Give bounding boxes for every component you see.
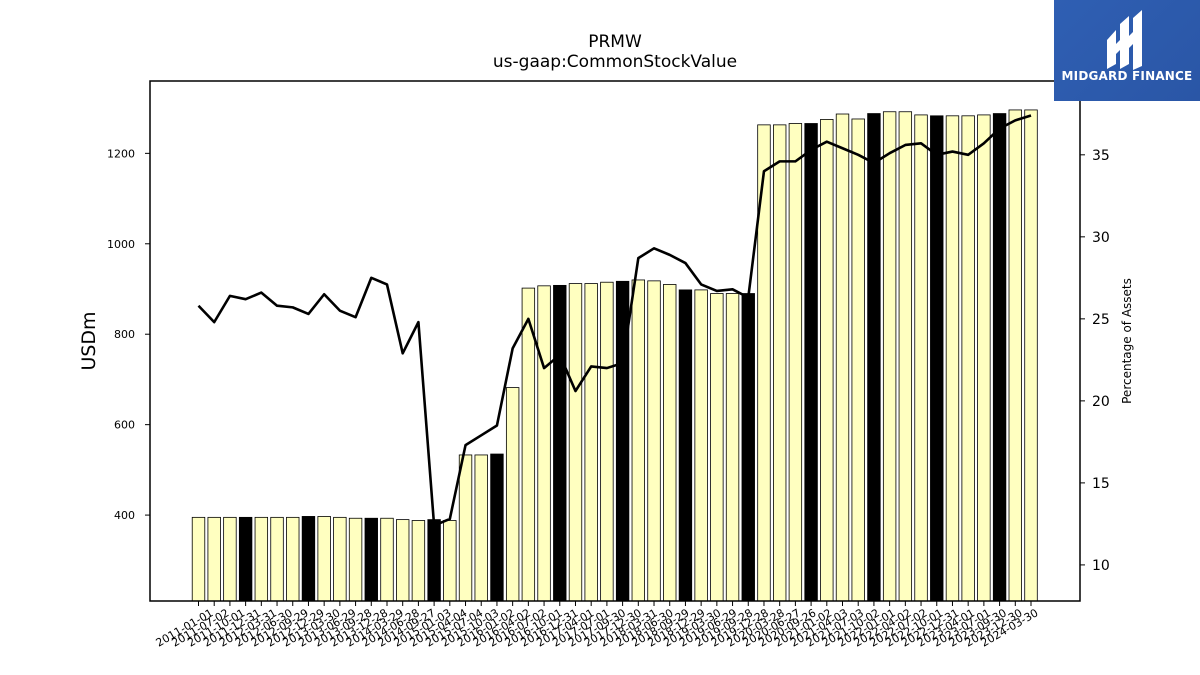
bar <box>286 516 300 602</box>
bar <box>992 113 1007 602</box>
bar <box>333 516 347 602</box>
bar <box>254 516 269 602</box>
bar <box>238 516 253 602</box>
bar <box>584 283 598 602</box>
bar <box>1024 109 1038 602</box>
bar <box>898 111 913 602</box>
bar <box>851 118 865 602</box>
bar <box>505 387 520 602</box>
bar <box>945 115 960 602</box>
bar <box>710 293 724 602</box>
percent-of-assets-line <box>197 114 1032 527</box>
bar <box>364 517 378 602</box>
y2-axis-label: Percentage of Assets <box>1120 278 1134 404</box>
bar <box>270 516 284 602</box>
bar <box>631 279 646 602</box>
bar <box>663 284 677 602</box>
bar <box>474 454 488 602</box>
bar <box>741 293 755 602</box>
bar <box>788 123 803 602</box>
y2-tick-label: 20 <box>1092 394 1110 410</box>
bar <box>348 517 363 602</box>
logo-text: MIDGARD FINANCE <box>1061 69 1193 83</box>
bar <box>458 454 473 602</box>
bar <box>835 113 850 602</box>
bar <box>427 519 441 602</box>
bar <box>396 519 410 602</box>
bar <box>301 516 316 602</box>
chart-subtitle: us-gaap:CommonStockValue <box>492 52 738 72</box>
bar <box>694 289 708 602</box>
y-tick-label: 1000 <box>107 238 135 251</box>
bar <box>380 517 394 602</box>
y-tick-label: 400 <box>114 509 135 522</box>
bar <box>930 115 944 602</box>
bar <box>207 516 221 602</box>
bar <box>317 516 331 602</box>
y-tick-label: 1200 <box>107 147 135 160</box>
y-axis-label: USDm <box>78 311 100 370</box>
bar <box>553 284 567 602</box>
y2-tick-label: 10 <box>1092 558 1110 574</box>
plot-area-frame <box>149 80 1081 602</box>
y2-tick-label: 15 <box>1092 476 1110 492</box>
bar <box>600 281 614 602</box>
percent-line-series <box>197 114 1032 527</box>
bar <box>490 453 504 602</box>
brand-logo: MIDGARD FINANCE <box>1054 0 1200 101</box>
bar <box>411 520 426 602</box>
y-tick-label: 800 <box>114 328 135 341</box>
bar <box>568 283 583 602</box>
bar <box>191 516 206 602</box>
y2-tick-label: 25 <box>1092 312 1110 328</box>
bar <box>773 124 787 602</box>
bar <box>725 293 740 602</box>
bar <box>647 280 661 602</box>
bar-series <box>191 109 1038 602</box>
y-tick-label: 600 <box>114 419 135 432</box>
bar <box>961 115 975 602</box>
bar <box>678 289 693 602</box>
bar <box>443 520 457 602</box>
bar <box>1008 109 1022 602</box>
bar <box>914 114 928 602</box>
bar <box>804 123 818 602</box>
y2-tick-label: 35 <box>1092 148 1110 164</box>
bar <box>820 119 834 602</box>
y2-tick-label: 30 <box>1092 230 1110 246</box>
bar <box>977 114 991 602</box>
chart-title: PRMW <box>588 32 642 52</box>
bar <box>882 111 897 602</box>
bar <box>537 285 551 602</box>
bar <box>867 113 881 602</box>
logo-icon <box>1107 10 1142 70</box>
left-y-axis: 400 600 800 1000 1200 <box>107 147 150 522</box>
bar <box>223 516 237 602</box>
x-axis: 2011-01-012011-07-022011-10-012011-12-31… <box>154 601 1041 650</box>
right-y-axis: 10 15 20 25 30 35 <box>1080 148 1110 574</box>
